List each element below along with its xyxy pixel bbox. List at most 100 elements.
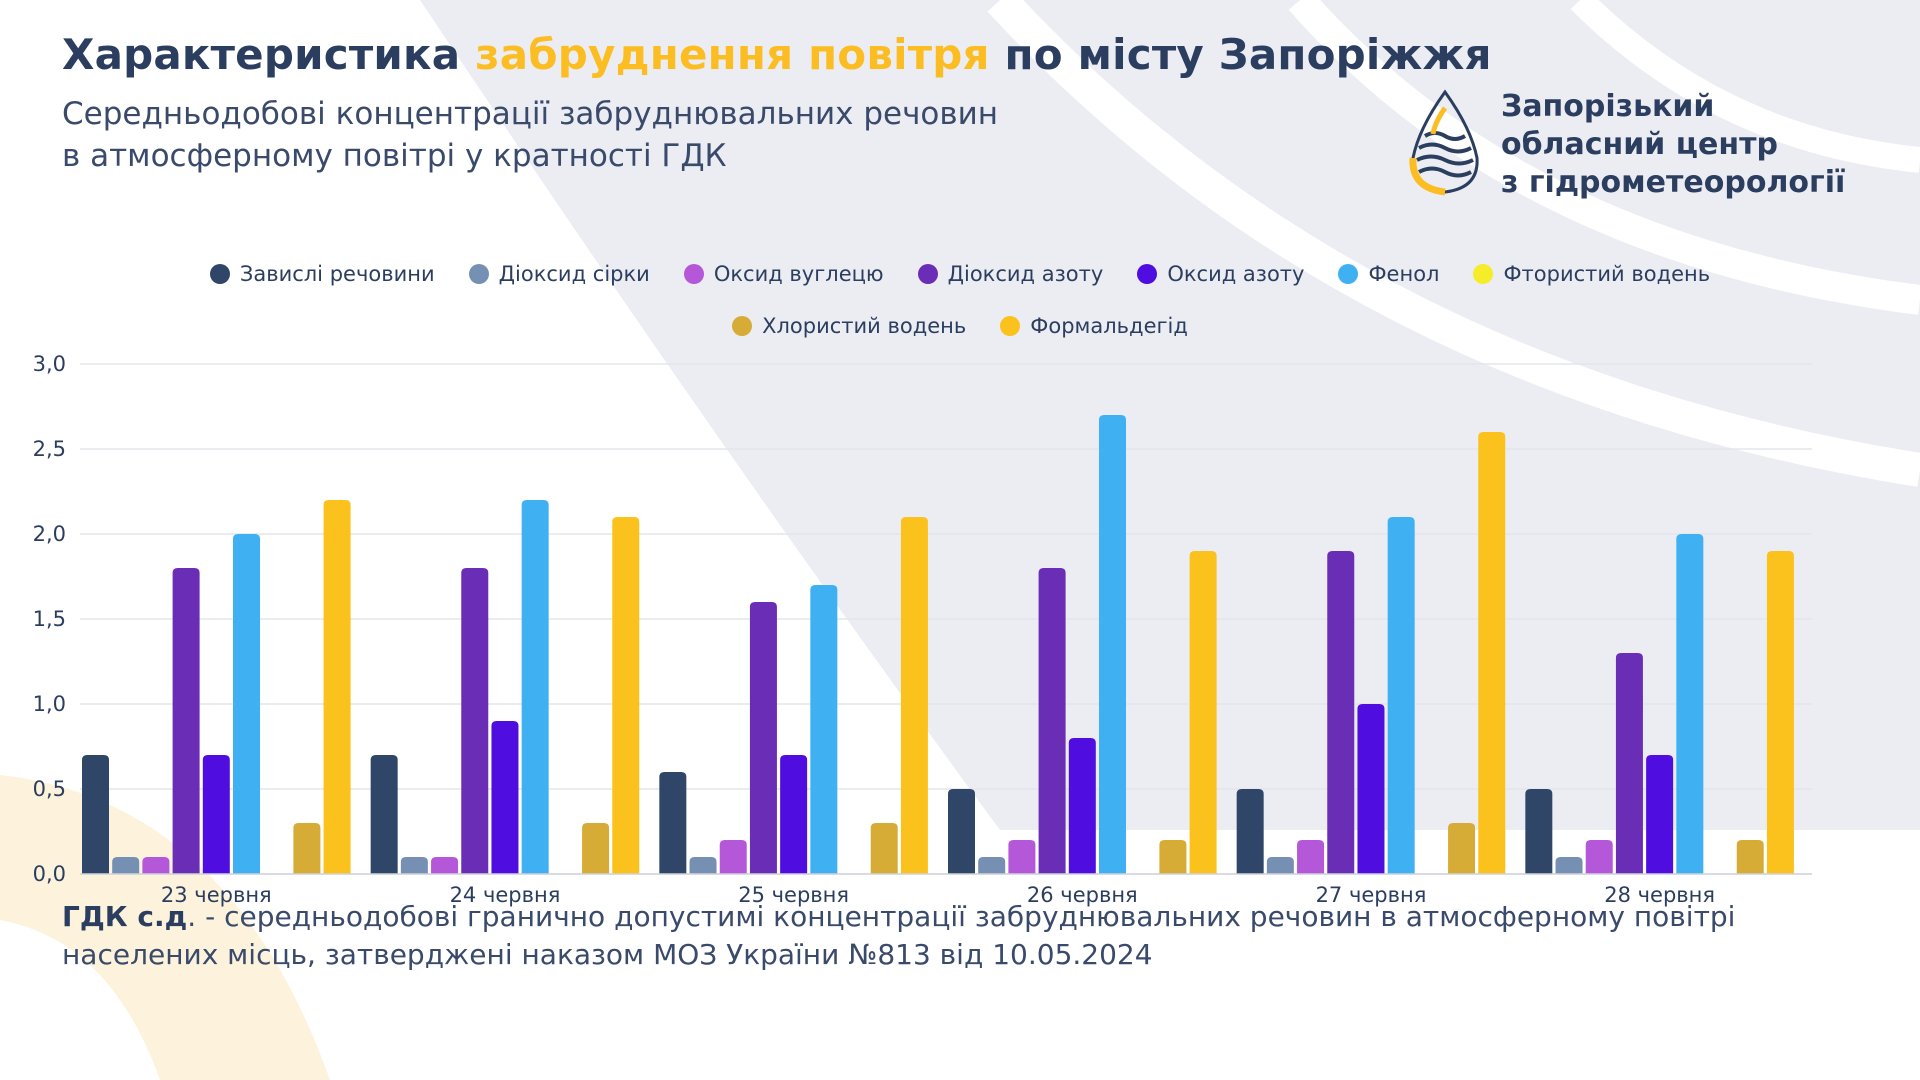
bar-chart: 0,0 0,5 1,0 1,5 2,0 2,5 3,0 23 червня 24 червня 2… [33, 352, 1812, 907]
legend-swatch [683, 264, 704, 284]
bar [719, 840, 747, 874]
bar [293, 823, 321, 874]
legend-swatch [468, 264, 489, 284]
legend-label: Завислі речовини [239, 262, 435, 286]
legend-swatch [917, 264, 938, 284]
bar [172, 568, 200, 874]
bar [1676, 534, 1704, 874]
legend-row-2: Хлористий водень Формальдегід [100, 308, 1820, 344]
title-part1: Характеристика [62, 30, 476, 79]
bar [1615, 653, 1643, 874]
bar [233, 534, 260, 874]
organization-name: Запорізький обласний центр з гідрометеор… [1501, 88, 1845, 202]
bar [1478, 432, 1506, 874]
bar [1327, 551, 1355, 874]
bar [202, 755, 230, 874]
y-tick-label: 2,5 [33, 437, 66, 461]
logo-line3: з гідрометеорології [1501, 165, 1846, 200]
chart-legend: Завислі речовини Діоксид сірки Оксид вугле… [100, 256, 1820, 360]
legend-label: Діоксид сірки [498, 262, 650, 286]
y-tick-label: 1,0 [33, 692, 66, 716]
header: Характеристика забруднення повітря по мі… [62, 30, 1492, 177]
legend-item: Діоксид сірки [468, 262, 650, 286]
bar [1266, 857, 1294, 874]
y-tick-label: 2,0 [33, 522, 66, 546]
bar [1297, 840, 1325, 874]
x-tick-label: 28 червня [1604, 883, 1715, 907]
bar [582, 823, 610, 874]
droplet-logo-icon [1409, 89, 1479, 196]
bar [323, 500, 351, 874]
bar [1099, 415, 1126, 874]
bar [1159, 840, 1187, 874]
bar [1068, 738, 1096, 874]
bar [491, 721, 519, 874]
bar [1555, 857, 1583, 874]
legend-label: Формальдегід [1030, 314, 1188, 338]
x-tick-label: 27 червня [1316, 883, 1427, 907]
legend-label: Діоксид азоту [947, 262, 1104, 286]
bar [780, 755, 808, 874]
bar [749, 602, 777, 874]
bar [112, 857, 140, 874]
title-highlight: забруднення повітря [475, 30, 990, 79]
bar [1189, 551, 1217, 874]
bar [521, 500, 549, 874]
footnote: ГДК с.д. - середньодобові гранично допус… [62, 898, 1862, 974]
bar [689, 857, 717, 874]
page-title: Характеристика забруднення повітря по мі… [62, 30, 1492, 79]
y-tick-label: 3,0 [33, 352, 66, 376]
x-tick-label: 25 червня [738, 883, 849, 907]
legend-label: Фтористий водень [1503, 262, 1711, 286]
bar [1387, 517, 1415, 874]
legend-swatch [1338, 264, 1359, 284]
page-subtitle: Середньодобові концентрації забруднюваль… [62, 93, 1492, 177]
bar [948, 789, 975, 874]
legend-label: Хлористий водень [762, 314, 967, 338]
legend-swatch [1000, 316, 1021, 336]
x-tick-label: 26 червня [1027, 883, 1138, 907]
x-tick-label: 23 червня [161, 883, 272, 907]
legend-label: Оксид азоту [1167, 262, 1305, 286]
logo-line2: обласний центр [1501, 127, 1778, 162]
y-tick-label: 0,5 [33, 777, 66, 801]
bar [1585, 840, 1613, 874]
legend-item: Фтористий водень [1473, 262, 1710, 286]
legend-row-1: Завислі речовини Діоксид сірки Оксид вугле… [100, 256, 1820, 292]
legend-item: Оксид вуглецю [683, 262, 884, 286]
subtitle-line2: в атмосферному повітрі у кратності ГДК [62, 138, 727, 174]
bar [431, 857, 459, 874]
legend-swatch [209, 264, 230, 284]
bar [900, 517, 928, 874]
bar [870, 823, 898, 874]
y-tick-label: 0,0 [33, 862, 66, 886]
bar [1038, 568, 1066, 874]
bar [1646, 755, 1674, 874]
bar [142, 857, 170, 874]
bar [1357, 704, 1385, 874]
legend-item: Завислі речовини [209, 262, 435, 286]
title-part2: по місту Запоріжжя [989, 30, 1492, 79]
bar [1008, 840, 1036, 874]
legend-swatch [732, 316, 753, 336]
bar [82, 755, 109, 874]
bar [461, 568, 489, 874]
subtitle-line1: Середньодобові концентрації забруднюваль… [62, 96, 999, 132]
bar [400, 857, 428, 874]
legend-item: Оксид азоту [1137, 262, 1304, 286]
bar [1236, 789, 1264, 874]
legend-label: Оксид вуглецю [713, 262, 884, 286]
x-tick-label: 24 червня [450, 883, 561, 907]
footnote-term: ГДК с.д [62, 900, 188, 933]
y-tick-label: 1,5 [33, 607, 66, 631]
bar [1766, 551, 1794, 874]
legend-label: Фенол [1368, 262, 1440, 286]
legend-item: Формальдегід [1000, 314, 1188, 338]
legend-swatch [1137, 264, 1158, 284]
footnote-text: . - середньодобові гранично допустимі ко… [62, 900, 1736, 971]
logo-line1: Запорізький [1501, 89, 1715, 124]
bar [1525, 789, 1553, 874]
legend-item: Хлористий водень [732, 314, 966, 338]
legend-item: Фенол [1338, 262, 1439, 286]
